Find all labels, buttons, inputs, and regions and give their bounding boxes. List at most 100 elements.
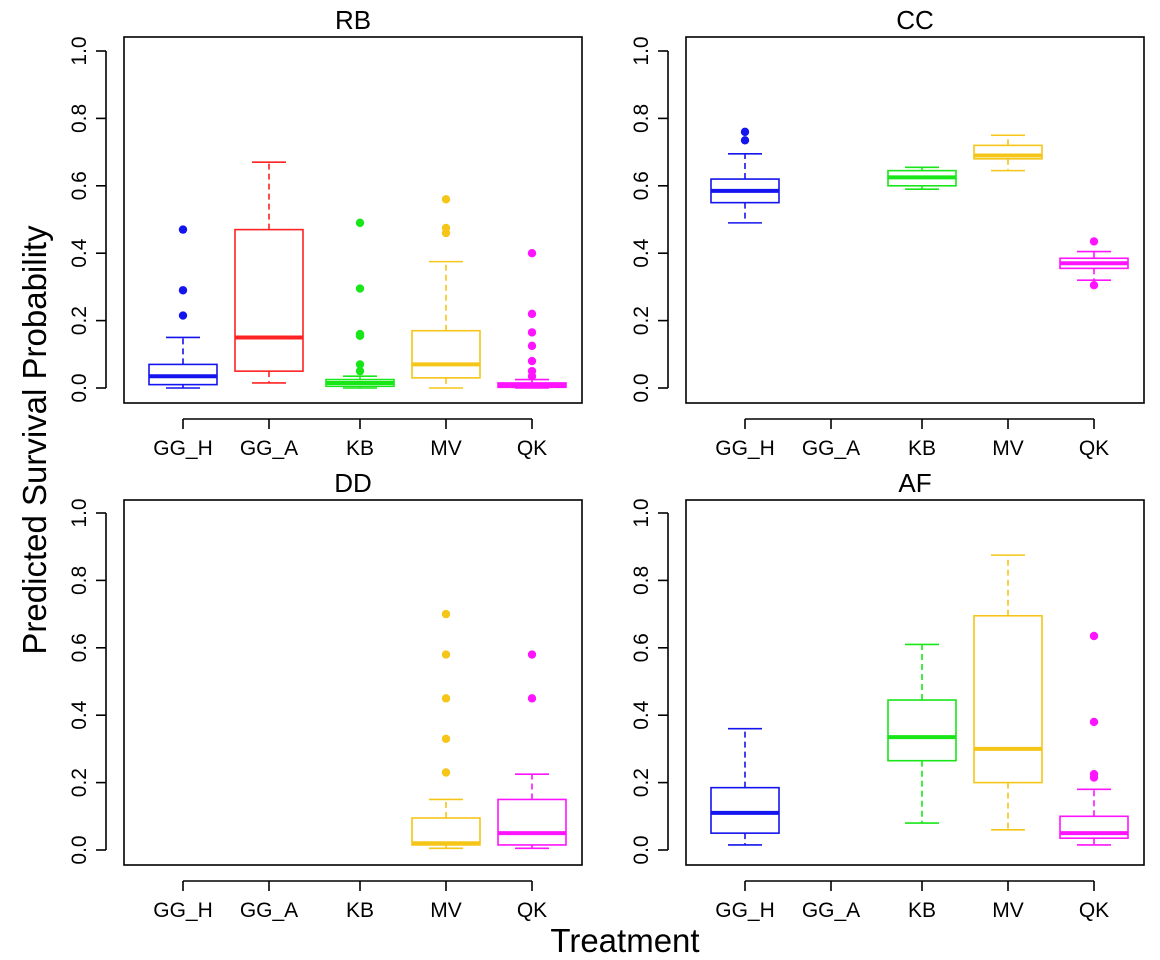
y-tick-label: 0.4	[630, 238, 653, 268]
outlier-point	[740, 136, 750, 145]
y-tick-label: 1.0	[68, 36, 91, 65]
outlier-point	[527, 328, 537, 337]
panel-rb: RB 0.0 0.2 0.4 0.6 0.8 1.0 GG_H GG_A KB MV QK	[68, 5, 583, 460]
x-tick-label: MV	[992, 899, 1024, 922]
y-tick-label: 0.2	[68, 306, 91, 335]
outlier-point	[355, 360, 365, 369]
panel-frame	[123, 36, 583, 404]
box-body	[1059, 815, 1129, 840]
box-body	[887, 699, 957, 762]
y-tick-label: 0.6	[68, 633, 91, 662]
box-gg-h	[148, 225, 218, 389]
x-tick-label: QK	[517, 899, 547, 922]
panel-title: AF	[898, 468, 931, 498]
outlier-point	[527, 366, 537, 376]
y-tick-label: 0.0	[68, 373, 91, 402]
outlier-point	[1089, 769, 1099, 779]
x-tick-label: GG_H	[153, 437, 213, 460]
panel-frame	[685, 36, 1145, 404]
x-tick-label: GG_A	[802, 437, 860, 460]
box-qk	[1059, 237, 1129, 290]
box-gg-h	[710, 127, 780, 224]
box-body	[497, 798, 567, 846]
panel-dd: DD 0.0 0.2 0.4 0.6 0.8 1.0 GG_H GG_A KB MV QK	[68, 468, 583, 922]
panel-title: CC	[896, 5, 934, 35]
x-axis-title: Treatment	[550, 922, 699, 959]
panel-title: RB	[335, 5, 371, 35]
panel-frame	[685, 499, 1145, 866]
x-tick-label: KB	[908, 437, 936, 460]
outlier-point	[1089, 237, 1099, 246]
x-tick-label: QK	[1079, 899, 1109, 922]
outlier-point	[527, 249, 537, 258]
outlier-point	[441, 195, 451, 204]
outlier-point	[441, 734, 451, 743]
outlier-point	[1089, 717, 1099, 727]
outlier-point	[527, 356, 537, 366]
outlier-point	[178, 225, 188, 234]
y-tick-label: 0.8	[630, 104, 653, 133]
box-body	[973, 614, 1043, 784]
x-tick-label: GG_A	[802, 899, 860, 922]
outlier-point	[527, 309, 537, 319]
x-tick-label: KB	[346, 437, 374, 460]
y-tick-label: 0.2	[630, 768, 653, 797]
y-tick-label: 1.0	[630, 498, 653, 527]
panel-af: AF 0.0 0.2 0.4 0.6 0.8 1.0 GG_H GG_A KB MV QK	[630, 468, 1145, 922]
outlier-point	[441, 768, 451, 777]
outlier-point	[355, 218, 365, 228]
box-qk	[1059, 631, 1129, 846]
box-body	[710, 786, 780, 834]
x-tick-label: GG_H	[715, 899, 775, 922]
y-tick-label: 0.0	[630, 835, 653, 864]
panel-frame	[123, 499, 583, 866]
y-tick-label: 0.8	[630, 566, 653, 595]
box-mv	[973, 554, 1043, 831]
y-tick-label: 0.0	[68, 835, 91, 864]
box-mv	[411, 609, 481, 850]
outlier-point	[441, 650, 451, 659]
y-tick-label: 1.0	[68, 498, 91, 527]
outlier-point	[441, 223, 451, 233]
box-body	[973, 144, 1043, 160]
y-tick-label: 0.2	[630, 306, 653, 335]
panel-cc: CC 0.0 0.2 0.4 0.6 0.8 1.0 GG_H GG_A KB MV QK	[630, 5, 1145, 460]
box-qk	[497, 650, 567, 850]
x-tick-label: MV	[992, 437, 1024, 460]
x-tick-label: MV	[430, 437, 462, 460]
x-tick-label: GG_H	[153, 899, 213, 922]
box-gg-a	[234, 161, 304, 384]
y-tick-label: 1.0	[630, 36, 653, 65]
box-body	[234, 228, 304, 372]
x-tick-label: QK	[517, 437, 547, 460]
x-tick-label: MV	[430, 899, 462, 922]
y-tick-label: 0.6	[630, 171, 653, 200]
x-tick-label: QK	[1079, 437, 1109, 460]
x-tick-label: KB	[346, 899, 374, 922]
outlier-point	[441, 609, 451, 619]
outlier-point	[740, 127, 750, 137]
y-tick-label: 0.8	[68, 566, 91, 595]
box-body	[411, 817, 481, 846]
outlier-point	[178, 286, 188, 295]
outlier-point	[1089, 281, 1099, 290]
box-mv	[411, 195, 481, 389]
x-tick-label: KB	[908, 899, 936, 922]
outlier-point	[355, 329, 365, 339]
outlier-point	[527, 650, 537, 659]
panels-group: RB 0.0 0.2 0.4 0.6 0.8 1.0 GG_H GG_A KB MV QK CC 0.0 0…	[68, 5, 1145, 922]
y-tick-label: 0.4	[630, 700, 653, 730]
box-mv	[973, 134, 1043, 172]
box-kb	[887, 166, 957, 190]
box-gg-h	[710, 727, 780, 846]
outlier-point	[355, 366, 365, 376]
y-axis-title: Predicted Survival Probability	[16, 225, 53, 655]
y-tick-label: 0.6	[630, 633, 653, 662]
outlier-point	[1089, 631, 1099, 641]
box-kb	[887, 643, 957, 824]
y-tick-label: 0.0	[630, 373, 653, 402]
y-tick-label: 0.6	[68, 171, 91, 200]
y-tick-label: 0.4	[68, 700, 91, 730]
box-qk	[497, 249, 567, 389]
